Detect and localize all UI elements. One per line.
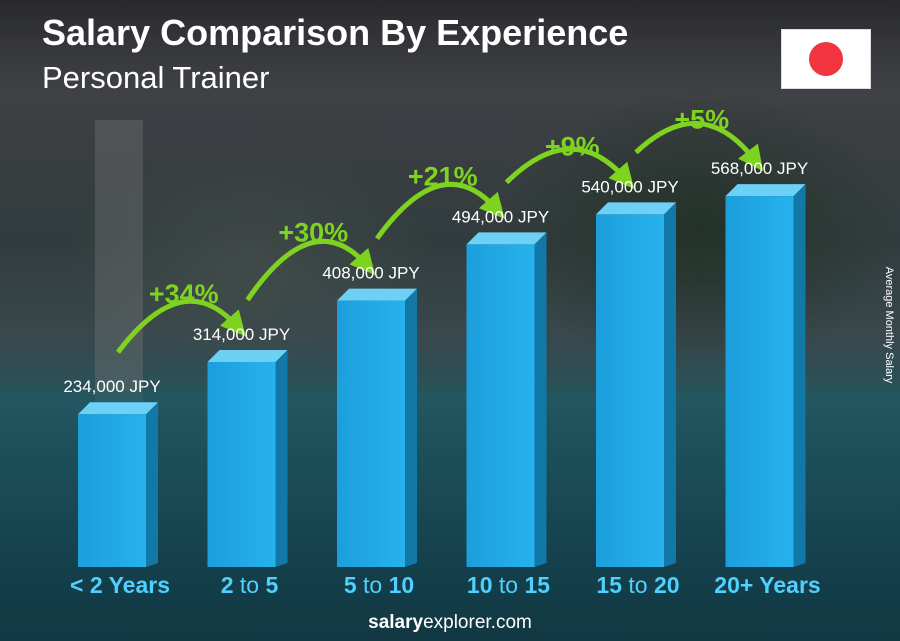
increase-label-4: +5%: [674, 104, 729, 134]
chart-title: Salary Comparison By Experience: [42, 12, 629, 53]
category-label-part: 15: [524, 572, 550, 598]
category-label-part: 5: [344, 572, 357, 598]
increase-label-1: +30%: [278, 218, 348, 248]
footer-brand-rest: explorer.com: [423, 612, 532, 633]
category-label-part: to: [357, 572, 389, 598]
footer-brand-bold: salary: [368, 612, 424, 633]
category-label-part: to: [234, 572, 266, 598]
category-label-part: 10: [389, 572, 415, 598]
increase-arrow-2: [374, 181, 505, 241]
flag-disc: [809, 42, 843, 76]
bar-top-1: [207, 349, 288, 362]
category-label-part: 20+ Years: [714, 572, 820, 598]
increase-label-0: +34%: [149, 279, 219, 309]
background-roof: [0, 0, 900, 95]
bar-top-4: [596, 202, 676, 215]
background-pillar: [95, 120, 143, 410]
bar-top-3: [466, 232, 547, 245]
increase-label-2: +21%: [408, 161, 478, 191]
bar-1: [207, 361, 276, 567]
category-label-4: 15 to 20: [596, 572, 679, 598]
value-label-3: 494,000 JPY: [452, 207, 549, 226]
bar-5: [725, 196, 794, 567]
bar-top-5: [725, 184, 806, 197]
footer-brand[interactable]: salaryexplorer.com: [0, 612, 900, 634]
increase-label-3: +9%: [545, 131, 600, 161]
category-label-5: 20+ Years: [714, 572, 820, 598]
category-label-part: 10: [467, 572, 493, 598]
value-label-0: 234,000 JPY: [63, 377, 160, 396]
bar-side-0: [146, 402, 158, 567]
value-label-2: 408,000 JPY: [322, 264, 419, 283]
increase-arrow-3: [504, 146, 635, 189]
value-label-5: 568,000 JPY: [711, 159, 808, 178]
bar-top-0: [78, 402, 158, 415]
bar-side-4: [664, 202, 676, 567]
bar-side-5: [793, 184, 806, 567]
category-label-1: 2 to 5: [221, 572, 279, 598]
bar-4: [596, 214, 664, 567]
bar-top-2: [337, 288, 417, 301]
bar-3: [466, 244, 535, 567]
category-label-part: 20: [654, 572, 680, 598]
chart-subtitle: Personal Trainer: [42, 60, 270, 95]
increase-arrow-1: [245, 238, 376, 302]
bar-side-2: [405, 288, 417, 567]
category-label-part: to: [493, 572, 525, 598]
category-label-0: < 2 Years: [70, 572, 170, 598]
category-label-3: 10 to 15: [467, 572, 550, 598]
value-label-1: 314,000 JPY: [193, 325, 290, 344]
category-label-part: 15: [596, 572, 622, 598]
increase-arrow-0: [116, 298, 246, 354]
japan-flag-icon: [781, 29, 871, 89]
bar-side-3: [534, 232, 547, 567]
category-label-part: < 2 Years: [70, 572, 170, 598]
category-label-part: 5: [265, 572, 278, 598]
category-label-part: 2: [221, 572, 234, 598]
bar-0: [78, 414, 146, 567]
bar-2: [337, 300, 405, 567]
category-label-2: 5 to 10: [344, 572, 414, 598]
bar-side-1: [275, 349, 288, 567]
increase-arrow-4: [634, 120, 764, 172]
category-label-part: to: [622, 572, 654, 598]
value-label-4: 540,000 JPY: [581, 177, 678, 196]
